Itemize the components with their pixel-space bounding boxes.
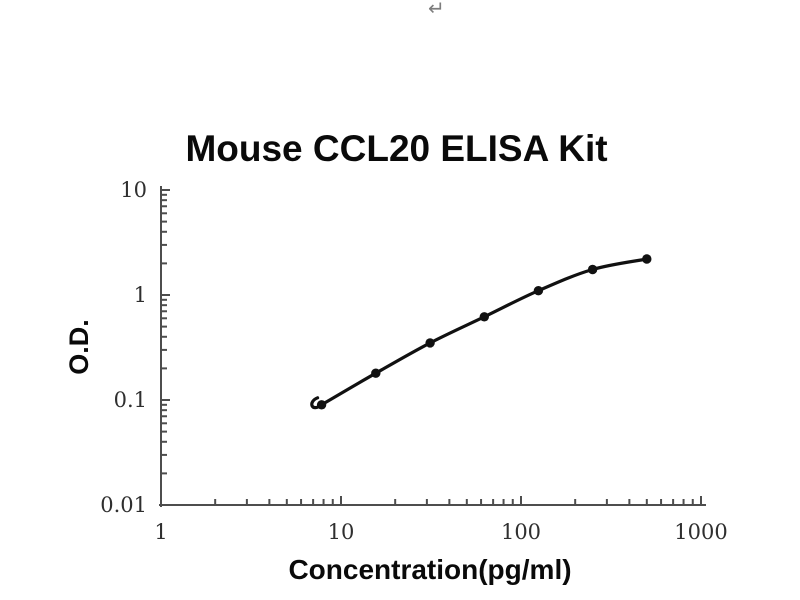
return-mark-icon: ↵	[428, 0, 445, 20]
data-point	[316, 400, 327, 410]
data-point	[479, 312, 489, 322]
data-point	[533, 286, 544, 296]
standard-curve-line	[320, 257, 649, 407]
x-tick-label: 1	[154, 520, 167, 544]
data-point	[425, 338, 435, 348]
y-tick-label: 0.1	[114, 388, 147, 412]
chart-title: Mouse CCL20 ELISA Kit	[185, 128, 608, 169]
x-tick-label: 10	[328, 520, 355, 544]
y-tick-label: 0.01	[100, 493, 147, 517]
x-axis-title: Concentration(pg/ml)	[288, 554, 572, 585]
y-tick-label: 10	[120, 178, 147, 202]
data-point	[371, 368, 381, 378]
y-tick-label: 1	[134, 283, 147, 307]
x-tick-label: 100	[501, 520, 541, 544]
x-tick-label: 1000	[674, 520, 727, 544]
data-point	[587, 264, 598, 275]
data-point	[642, 254, 652, 264]
